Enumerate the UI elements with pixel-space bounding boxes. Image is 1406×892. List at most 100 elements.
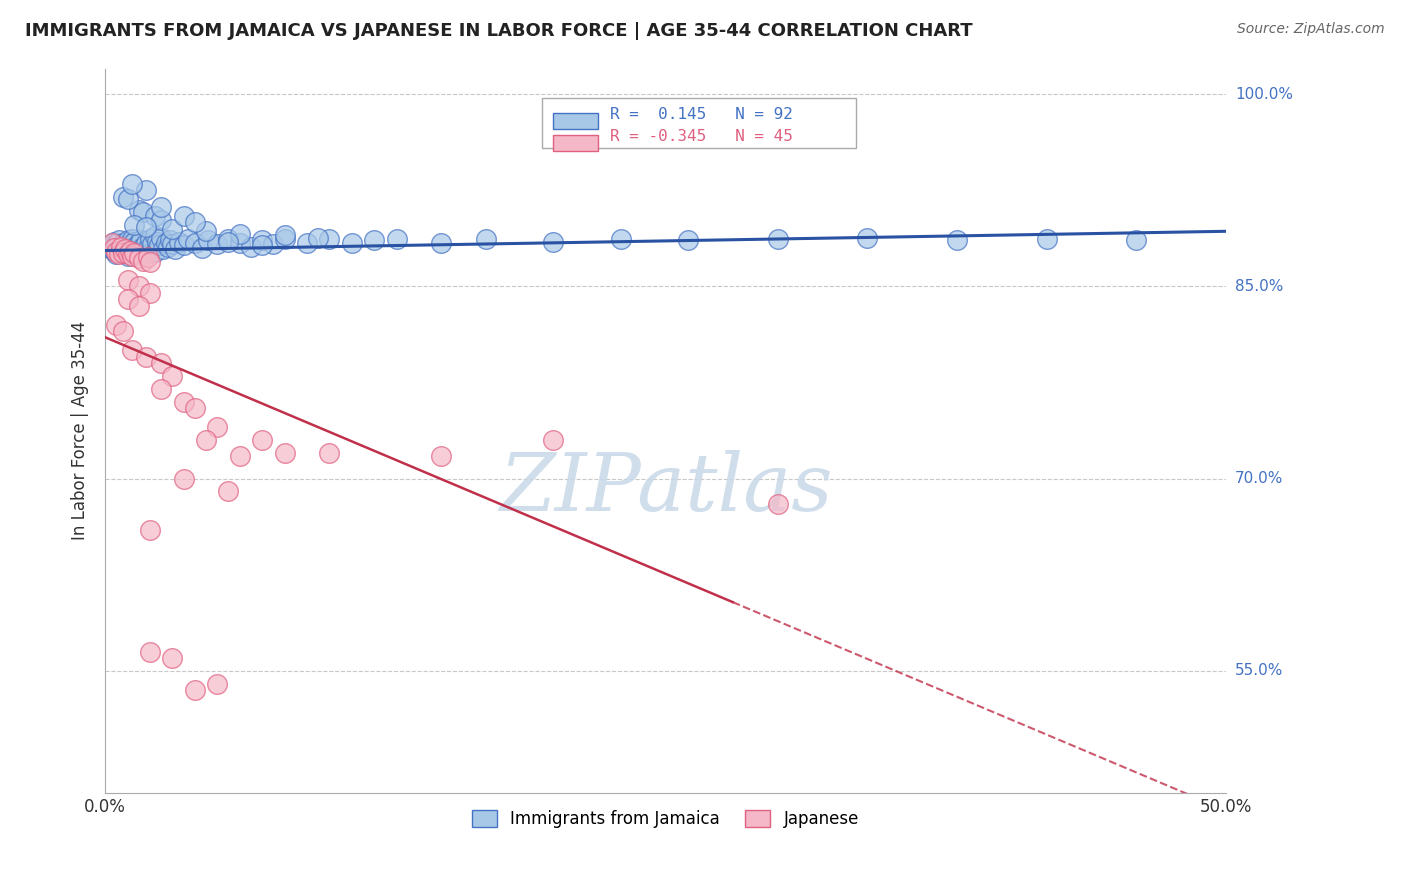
Text: 100.0%: 100.0% [1234,87,1294,102]
Point [118,244,141,258]
Point [195,433,218,447]
Point [318,446,340,460]
Point [766,232,789,246]
Point [177,232,200,246]
Point [152,242,174,256]
Point [118,237,141,252]
Bar [554,113,599,128]
Bar [554,136,599,151]
Point [195,224,218,238]
Point [105,318,128,332]
Point [946,233,969,247]
Point [107,242,129,256]
Point [197,233,219,247]
Point [543,433,565,447]
Point [475,232,498,246]
Point [184,683,207,698]
Point [162,369,184,384]
Point [135,235,157,250]
Point [150,356,173,370]
Point [184,215,207,229]
Point [112,189,135,203]
Point [173,209,195,223]
Point [228,449,250,463]
Point [218,232,240,246]
Point [676,233,699,247]
Point [112,246,135,260]
Point [207,237,229,252]
Point [128,202,150,217]
Point [207,676,229,690]
Point [155,235,177,250]
Point [1125,233,1147,247]
Point [163,242,186,256]
Point [159,233,181,247]
Point [110,240,132,254]
Point [114,242,136,256]
Point [128,242,150,256]
Point [132,244,155,258]
Point [121,241,143,255]
Text: R = -0.345   N = 45: R = -0.345 N = 45 [610,129,793,144]
Text: 85.0%: 85.0% [1234,279,1284,293]
Text: ZIPatlas: ZIPatlas [499,450,832,527]
Point [121,177,143,191]
Point [121,249,143,263]
Y-axis label: In Labor Force | Age 35-44: In Labor Force | Age 35-44 [72,321,89,541]
Point [150,212,173,227]
Point [110,244,132,259]
Point [107,247,129,261]
Point [307,230,329,244]
Point [117,247,139,261]
Point [128,251,150,265]
Point [105,237,128,252]
Point [136,250,159,264]
Point [128,279,150,293]
Point [385,232,408,246]
Point [139,285,162,300]
Point [273,232,295,246]
Point [117,233,139,247]
Point [114,238,136,252]
Point [101,235,124,250]
Point [103,244,125,258]
Point [121,232,143,246]
Point [273,446,295,460]
Point [190,241,212,255]
Point [143,209,166,223]
Point [218,484,240,499]
Point [430,235,453,250]
Point [121,343,143,358]
Point [239,240,262,254]
Point [105,247,128,261]
Point [150,382,173,396]
Point [101,238,124,252]
Point [250,233,273,247]
Point [132,240,155,254]
Point [609,232,631,246]
Point [184,401,207,416]
Point [103,241,125,255]
Point [124,244,146,258]
Point [139,232,162,246]
Point [173,472,195,486]
Point [98,241,121,255]
Point [107,233,129,247]
Point [167,235,190,249]
Point [228,235,250,250]
Point [150,200,173,214]
Point [139,645,162,659]
Point [124,218,146,232]
Point [124,246,146,260]
Point [110,240,132,254]
Point [139,246,162,260]
Point [856,230,879,244]
Point [117,273,139,287]
Point [250,238,273,252]
Point [162,221,184,235]
Point [117,249,139,263]
Point [105,244,128,259]
Point [148,238,170,252]
Point [207,420,229,434]
Point [340,235,363,250]
